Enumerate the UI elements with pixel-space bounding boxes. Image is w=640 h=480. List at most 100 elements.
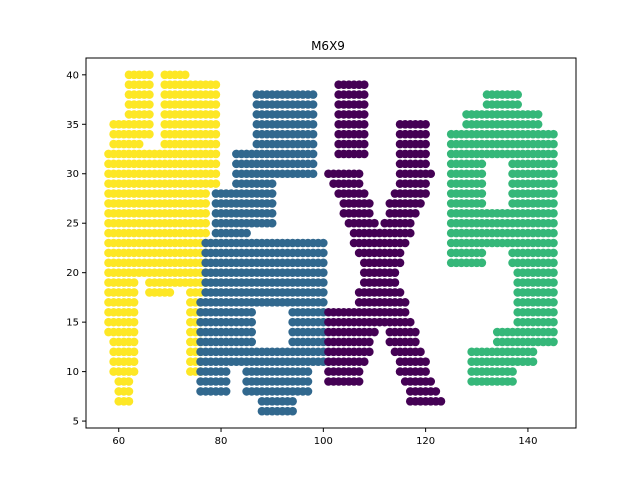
data-point [549, 179, 558, 188]
chart-title: M6X9 [311, 39, 345, 53]
data-point [416, 347, 425, 357]
data-point [421, 357, 430, 367]
data-point [226, 199, 236, 208]
data-point [508, 367, 517, 376]
data-point [283, 357, 292, 367]
data-point [477, 159, 487, 169]
data-point [247, 159, 257, 169]
data-point [390, 268, 400, 277]
data-point [395, 258, 405, 268]
data-point [129, 288, 139, 297]
y-axis: 5 10 15 20 25 30 35 40 [66, 70, 86, 428]
data-point [319, 268, 328, 277]
data-point [211, 119, 221, 129]
data-point [319, 278, 328, 287]
data-point [354, 367, 364, 376]
data-point [421, 367, 430, 376]
data-point [549, 149, 558, 159]
y-tick-label: 10 [66, 367, 79, 378]
data-point [267, 209, 277, 218]
data-point [508, 337, 517, 347]
data-point [549, 258, 558, 268]
data-point [226, 218, 236, 228]
data-point [129, 278, 139, 287]
y-tick-label: 25 [66, 219, 79, 230]
data-point [365, 337, 374, 347]
data-point [549, 218, 558, 228]
data-point [201, 199, 210, 208]
data-point [308, 139, 318, 149]
y-tick-label: 20 [66, 268, 79, 279]
data-point [503, 238, 512, 248]
data-point [549, 337, 558, 347]
data-point [288, 396, 297, 406]
data-point [308, 159, 318, 169]
data-point [549, 307, 558, 317]
series-0 [104, 70, 221, 406]
data-point [211, 110, 221, 119]
data-point [549, 169, 558, 179]
data-point [359, 278, 369, 287]
data-point [416, 199, 425, 208]
data-point [124, 387, 134, 396]
data-point [457, 129, 466, 139]
x-tick-label: 120 [416, 436, 435, 447]
data-point [370, 307, 379, 317]
data-point [319, 298, 328, 307]
data-point [549, 298, 558, 307]
data-point [303, 377, 313, 386]
data-point [411, 209, 420, 218]
data-point [226, 209, 236, 218]
data-point [549, 268, 558, 277]
data-point [400, 298, 410, 307]
data-point [370, 218, 379, 228]
y-tick-label: 40 [66, 70, 79, 81]
x-tick-label: 100 [314, 436, 333, 447]
data-point [247, 337, 257, 347]
data-points [104, 70, 558, 416]
data-point [395, 288, 405, 297]
data-point [477, 258, 487, 268]
data-point [145, 70, 154, 80]
data-point [477, 199, 487, 208]
data-point [145, 100, 154, 109]
data-point [329, 357, 338, 367]
data-point [549, 317, 558, 327]
data-point [365, 199, 374, 208]
data-point [405, 317, 415, 327]
data-point [549, 129, 558, 139]
data-point [549, 209, 558, 218]
data-point [206, 248, 216, 258]
data-point [426, 377, 436, 386]
data-point [487, 347, 497, 357]
data-point [359, 139, 369, 149]
data-point [319, 248, 328, 258]
data-point [421, 179, 430, 188]
data-point [180, 70, 190, 80]
data-point [400, 238, 410, 248]
data-point [359, 149, 369, 159]
data-point [421, 189, 430, 198]
data-point [319, 288, 328, 297]
data-point [370, 327, 379, 337]
data-point [457, 149, 466, 159]
data-point [211, 100, 221, 109]
data-point [508, 327, 517, 337]
x-axis: 60 80 100 120 140 [112, 428, 537, 447]
data-point [124, 396, 134, 406]
data-point [308, 169, 318, 179]
data-point [319, 258, 328, 268]
data-point [129, 357, 139, 367]
data-point [288, 406, 297, 416]
data-point [390, 189, 400, 198]
data-point [549, 327, 558, 337]
data-point [549, 248, 558, 258]
data-point [365, 347, 374, 357]
data-point [421, 139, 430, 149]
data-point [303, 387, 313, 396]
data-point [339, 327, 349, 337]
data-point [247, 327, 257, 337]
data-point [533, 119, 543, 129]
data-point [549, 159, 558, 169]
